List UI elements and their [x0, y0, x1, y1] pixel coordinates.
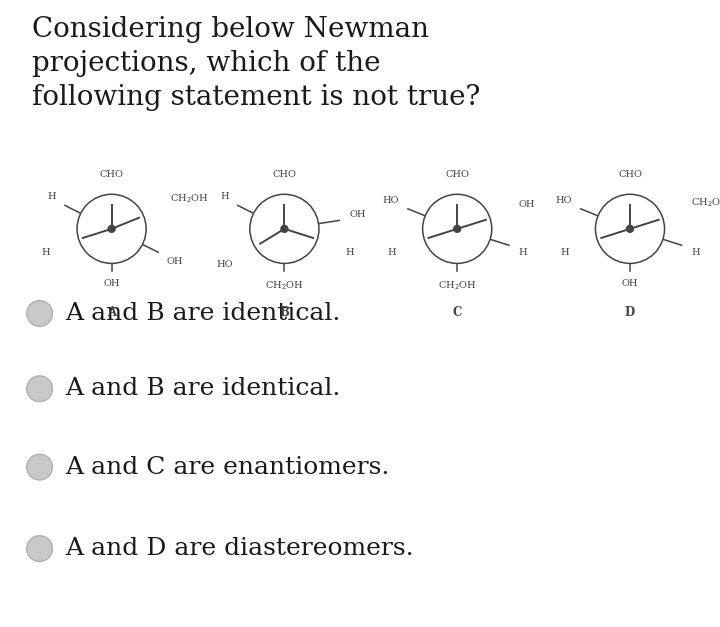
Text: CH$_2$OH: CH$_2$OH	[691, 197, 720, 209]
Ellipse shape	[77, 194, 146, 263]
Text: B: B	[279, 305, 289, 319]
Ellipse shape	[27, 376, 53, 402]
Ellipse shape	[108, 225, 115, 233]
Ellipse shape	[595, 194, 665, 263]
Text: H: H	[387, 248, 396, 257]
Text: CH$_2$OH: CH$_2$OH	[438, 279, 477, 292]
Ellipse shape	[626, 225, 634, 233]
Text: H: H	[220, 192, 229, 201]
Text: OH: OH	[622, 279, 638, 288]
Text: H: H	[560, 248, 569, 257]
Text: H: H	[518, 248, 527, 257]
Text: H: H	[346, 248, 354, 257]
Ellipse shape	[27, 535, 53, 562]
Text: HO: HO	[382, 196, 399, 205]
Text: A and C are enantiomers.: A and C are enantiomers.	[65, 456, 390, 478]
Ellipse shape	[27, 454, 53, 480]
Text: CH$_2$OH: CH$_2$OH	[170, 192, 209, 205]
Text: CHO: CHO	[445, 169, 469, 179]
Ellipse shape	[250, 194, 319, 263]
Ellipse shape	[454, 225, 461, 233]
Text: CHO: CHO	[99, 169, 124, 179]
Text: CHO: CHO	[272, 169, 297, 179]
Text: OH: OH	[518, 201, 535, 209]
Text: OH: OH	[104, 279, 120, 288]
Text: CHO: CHO	[618, 169, 642, 179]
Text: H: H	[691, 248, 700, 257]
Text: Considering below Newman
projections, which of the
following statement is not tr: Considering below Newman projections, wh…	[32, 16, 481, 112]
Text: A and B are identical.: A and B are identical.	[65, 302, 340, 325]
Text: A and D are diastereomers.: A and D are diastereomers.	[65, 537, 413, 560]
Text: A: A	[107, 305, 116, 319]
Text: HO: HO	[555, 196, 572, 205]
Text: HO: HO	[216, 260, 233, 270]
Text: A and B are identical.: A and B are identical.	[65, 377, 340, 400]
Text: OH: OH	[167, 256, 184, 266]
Text: H: H	[48, 192, 56, 201]
Text: CH$_2$OH: CH$_2$OH	[265, 279, 304, 292]
Ellipse shape	[281, 225, 288, 233]
Text: C: C	[452, 305, 462, 319]
Text: H: H	[42, 248, 50, 257]
Text: D: D	[625, 305, 635, 319]
Ellipse shape	[423, 194, 492, 263]
Text: OH: OH	[349, 210, 366, 219]
Ellipse shape	[27, 300, 53, 327]
